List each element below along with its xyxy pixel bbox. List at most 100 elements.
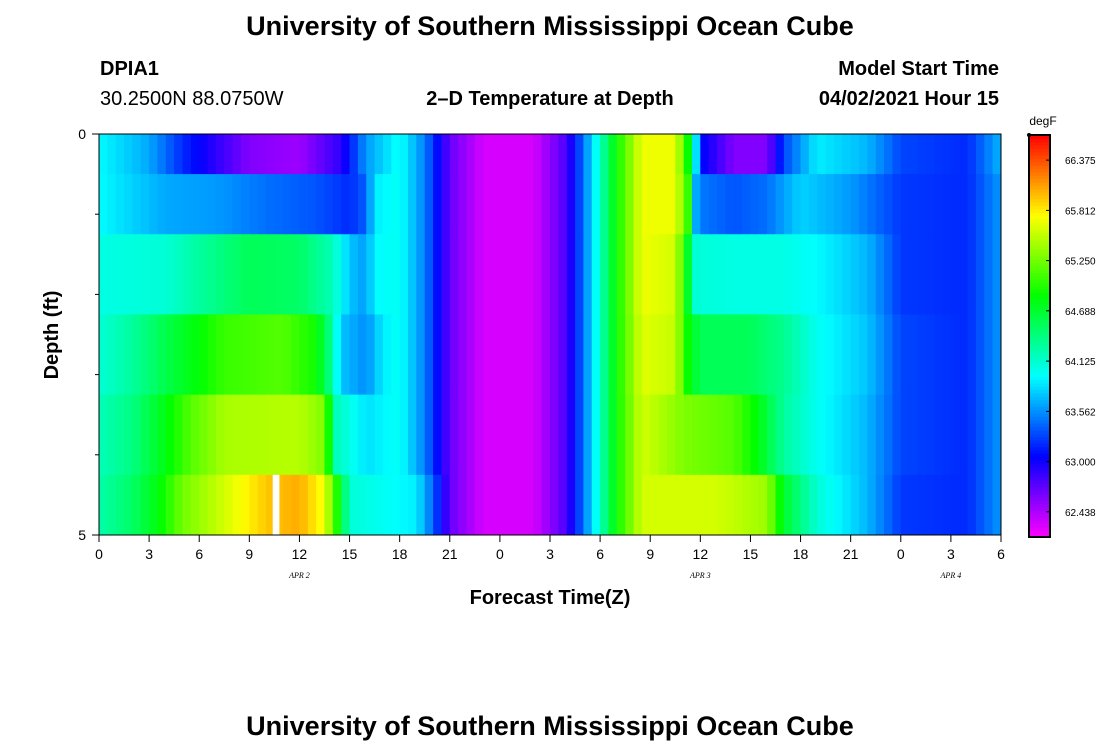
heatmap-cell [316,134,326,175]
heatmap-cell [925,314,935,396]
heatmap-cell [750,394,760,476]
heatmap-cell [742,234,752,316]
heatmap-cell [950,174,960,235]
heatmap-cell [291,314,301,396]
heatmap-cell [608,474,618,535]
heatmap-cell [266,314,275,396]
heatmap-cell [291,174,301,235]
colorbar-segment [1029,141,1050,146]
heatmap-cell [934,174,944,235]
heatmap-cell [190,314,200,396]
heatmap-cell [466,314,476,396]
heatmap-cell [524,474,534,535]
heatmap-cell [616,394,626,476]
heatmap-cell [257,394,267,476]
heatmap-cell [591,174,601,235]
heatmap-cell [783,174,793,235]
heatmap-cell [499,234,509,316]
heatmap-cell [884,134,894,175]
heatmap-cell [107,394,117,476]
heatmap-cell [950,134,960,175]
heatmap-cell [742,474,752,535]
heatmap-cell [307,314,317,396]
heatmap-cell [282,474,292,535]
colorbar-segment [1029,339,1050,344]
heatmap-cell [691,174,701,235]
x-tick-label: 3 [145,546,153,562]
heatmap-cell [508,314,518,396]
heatmap-cell [366,234,376,316]
heatmap-cell [758,134,768,175]
model-start-label: Model Start Time [838,58,999,80]
heatmap-cell [516,314,526,396]
heatmap-cell [558,474,568,535]
colorbar-segment [1029,366,1050,371]
heatmap-cell [817,394,827,476]
heatmap-cell [316,394,326,476]
heatmap-cell [650,134,660,175]
heatmap-cell [950,314,960,396]
heatmap-cell [850,394,860,476]
x-tick-label: 9 [646,546,654,562]
heatmap-cell [750,174,760,235]
heatmap-cell [299,394,309,476]
heatmap-cell [859,474,868,535]
heatmap-cell [307,234,317,316]
heatmap-cell [408,474,417,535]
heatmap-cell [240,394,250,476]
heatmap-cell [124,394,134,476]
heatmap-cell [700,314,710,396]
heatmap-cell [550,474,559,535]
heatmap-cell [483,314,493,396]
heatmap-cell [917,314,927,396]
station-coords: 30.2500N 88.0750W [100,88,284,110]
heatmap-cell [984,394,994,476]
colorbar-segment [1029,155,1050,160]
heatmap-cell [332,314,342,396]
heatmap-cell [959,134,969,175]
heatmap-cell [733,134,743,175]
heatmap-cell [357,134,367,175]
heatmap-cell [341,474,351,535]
heatmap-cell [750,134,760,175]
colorbar-segment [1029,463,1050,468]
heatmap-cell [683,134,693,175]
heatmap-cell [182,174,192,235]
heatmap-cell [291,394,301,476]
heatmap-cell [792,134,802,175]
heatmap-cell [967,134,977,175]
x-tick-label: 3 [947,546,955,562]
heatmap-cell [717,234,726,316]
heatmap-cell [524,234,534,316]
heatmap-cell [165,394,175,476]
colorbar-segment [1029,191,1050,196]
heatmap-cell [491,134,501,175]
heatmap-cell [474,174,484,235]
heatmap-cell [750,474,760,535]
colorbar-segment [1029,245,1050,250]
heatmap-cell [892,134,902,175]
x-tick-label: 18 [793,546,809,562]
heatmap-cell [374,134,384,175]
heatmap-cell [758,314,768,396]
heatmap-cell [190,394,200,476]
heatmap-cell [917,474,927,535]
heatmap-cell [174,394,184,476]
heatmap-cell [399,394,409,476]
heatmap-cell [800,394,810,476]
heatmap-cell [416,394,426,476]
heatmap-cell [583,314,593,396]
heatmap-cell [708,174,718,235]
heatmap-cell [575,394,585,476]
heatmap-cell [825,474,835,535]
heatmap-cell [107,474,117,535]
heatmap-cell [875,394,885,476]
colorbar-segment [1029,295,1050,300]
heatmap-cell [633,134,643,175]
heatmap-cell [591,394,601,476]
heatmap-cell [708,394,718,476]
heatmap-cell [541,314,551,396]
heatmap-cell [867,134,877,175]
heatmap-cell [207,174,217,235]
colorbar-segment [1029,379,1050,384]
